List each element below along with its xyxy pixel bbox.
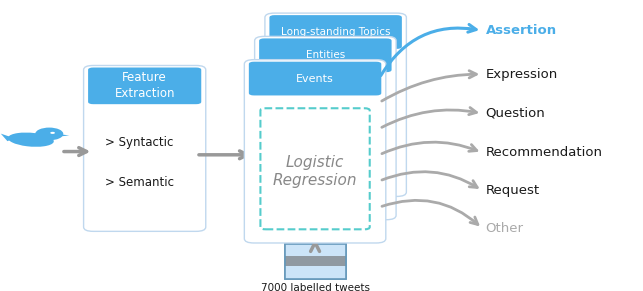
FancyBboxPatch shape bbox=[284, 244, 346, 255]
Text: Expression: Expression bbox=[485, 68, 557, 81]
PathPatch shape bbox=[61, 134, 69, 136]
PathPatch shape bbox=[1, 134, 14, 141]
FancyBboxPatch shape bbox=[284, 266, 346, 279]
Text: 7000 labelled tweets: 7000 labelled tweets bbox=[260, 283, 370, 291]
FancyBboxPatch shape bbox=[249, 62, 381, 95]
FancyBboxPatch shape bbox=[265, 13, 406, 196]
Text: Events: Events bbox=[296, 74, 334, 84]
PathPatch shape bbox=[21, 134, 48, 138]
Text: Assertion: Assertion bbox=[485, 24, 557, 37]
Text: Recommendation: Recommendation bbox=[485, 146, 602, 159]
Text: Long-standing Topics: Long-standing Topics bbox=[281, 27, 390, 37]
Circle shape bbox=[50, 132, 55, 134]
FancyBboxPatch shape bbox=[93, 86, 196, 102]
FancyBboxPatch shape bbox=[254, 79, 376, 93]
FancyBboxPatch shape bbox=[244, 60, 386, 243]
Text: Logistic
Regression: Logistic Regression bbox=[273, 155, 358, 189]
Text: Question: Question bbox=[485, 107, 545, 120]
Text: Entities: Entities bbox=[305, 50, 345, 60]
FancyBboxPatch shape bbox=[255, 36, 396, 220]
Text: Feature
Extraction: Feature Extraction bbox=[114, 71, 175, 100]
Circle shape bbox=[35, 127, 63, 140]
FancyBboxPatch shape bbox=[284, 244, 346, 279]
Text: > Semantic: > Semantic bbox=[105, 176, 174, 189]
Text: Request: Request bbox=[485, 184, 539, 197]
Text: Other: Other bbox=[485, 222, 523, 235]
FancyBboxPatch shape bbox=[259, 38, 392, 72]
FancyBboxPatch shape bbox=[88, 68, 201, 104]
FancyBboxPatch shape bbox=[264, 55, 386, 70]
FancyBboxPatch shape bbox=[275, 32, 397, 47]
FancyBboxPatch shape bbox=[269, 15, 402, 49]
Text: > Syntactic: > Syntactic bbox=[105, 136, 173, 149]
Ellipse shape bbox=[8, 133, 54, 147]
FancyBboxPatch shape bbox=[284, 256, 346, 266]
FancyBboxPatch shape bbox=[84, 65, 206, 231]
Text: ✦: ✦ bbox=[30, 138, 32, 142]
